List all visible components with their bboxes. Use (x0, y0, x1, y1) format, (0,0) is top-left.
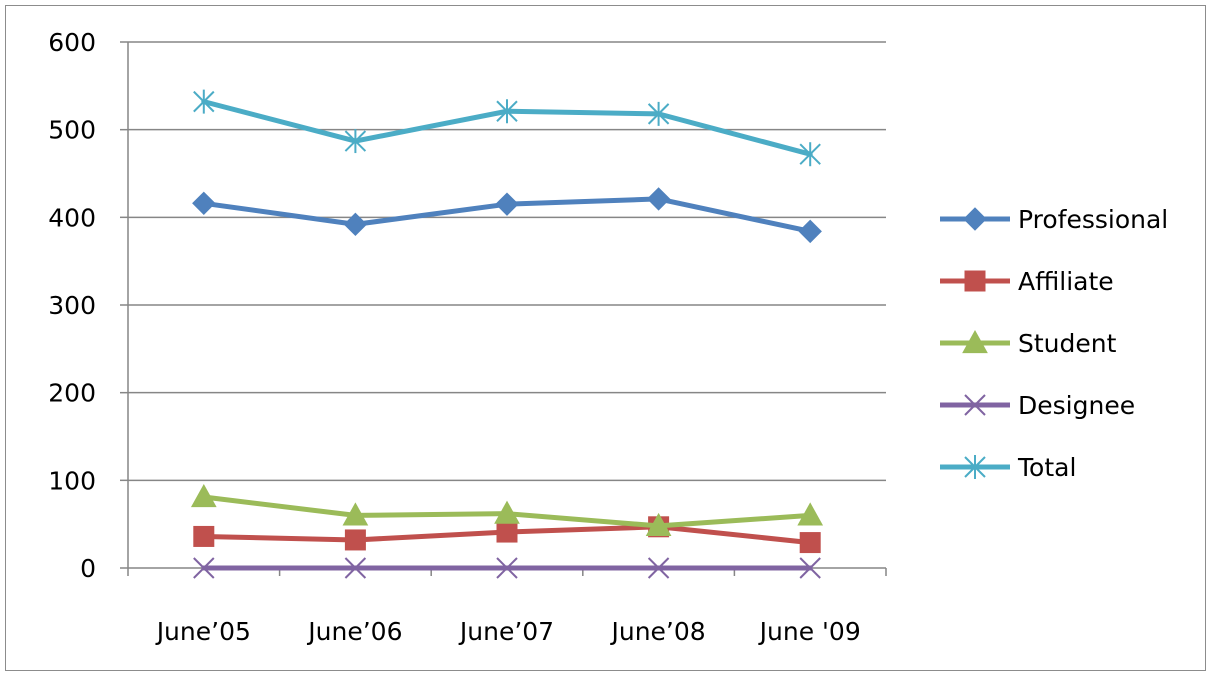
legend-item-student: Student (940, 329, 1117, 358)
legend-marker-designee (964, 394, 986, 416)
legend-item-designee: Designee (940, 391, 1135, 420)
y-tick-label: 200 (48, 379, 96, 408)
series-lines (190, 89, 824, 579)
data-point-designee-4 (799, 557, 821, 579)
gridlines (128, 41, 886, 482)
data-point-total-4 (799, 142, 821, 167)
chart-frame (5, 5, 1206, 671)
x-tick-label: June’08 (609, 617, 705, 646)
legend-marker-affiliate (964, 270, 986, 292)
legend-item-professional: Professional (940, 205, 1168, 234)
y-tick-label: 300 (48, 291, 96, 320)
x-tick-label: June’05 (155, 617, 251, 646)
data-point-student-2 (494, 500, 520, 524)
data-point-affiliate-4 (799, 532, 821, 554)
data-point-student-1 (342, 502, 369, 526)
legend-item-affiliate: Affiliate (940, 267, 1114, 296)
data-point-total-1 (344, 129, 367, 154)
data-point-total-3 (647, 101, 670, 126)
data-point-professional-2 (495, 192, 519, 216)
data-point-professional-1 (343, 212, 368, 237)
legend-marker-professional (963, 207, 987, 231)
x-tick-label: June’07 (458, 617, 554, 646)
data-point-designee-0 (193, 557, 215, 579)
legend-label-total: Total (1017, 453, 1076, 482)
y-tick-label: 600 (48, 28, 96, 57)
data-point-designee-1 (344, 557, 367, 579)
data-point-total-2 (496, 99, 518, 124)
legend-item-total: Total (940, 453, 1076, 482)
data-point-affiliate-1 (344, 529, 366, 551)
data-point-professional-0 (192, 191, 216, 216)
data-point-student-4 (797, 502, 824, 526)
legend-label-designee: Designee (1018, 391, 1135, 420)
data-point-affiliate-0 (193, 525, 215, 547)
x-tick-label: June’06 (306, 617, 402, 646)
data-point-professional-3 (646, 187, 671, 211)
y-tick-label: 0 (80, 554, 96, 583)
data-point-affiliate-2 (496, 521, 518, 543)
data-point-designee-3 (647, 557, 670, 579)
data-point-student-0 (190, 483, 217, 508)
y-tick-label: 400 (48, 203, 96, 232)
y-tick-label: 500 (48, 116, 96, 145)
legend-label-professional: Professional (1018, 205, 1168, 234)
legend-marker-student (962, 329, 988, 354)
legend: Professional Affiliate Student Designee Tota… (940, 205, 1168, 482)
data-point-total-0 (193, 89, 215, 114)
data-point-designee-2 (496, 557, 518, 579)
x-tick-label: June '09 (758, 617, 861, 646)
legend-label-affiliate: Affiliate (1018, 267, 1114, 296)
y-tick-label: 100 (48, 466, 96, 495)
legend-marker-total (964, 455, 986, 479)
data-point-student-3 (645, 512, 672, 537)
legend-label-student: Student (1018, 329, 1117, 358)
data-point-professional-4 (798, 219, 822, 244)
